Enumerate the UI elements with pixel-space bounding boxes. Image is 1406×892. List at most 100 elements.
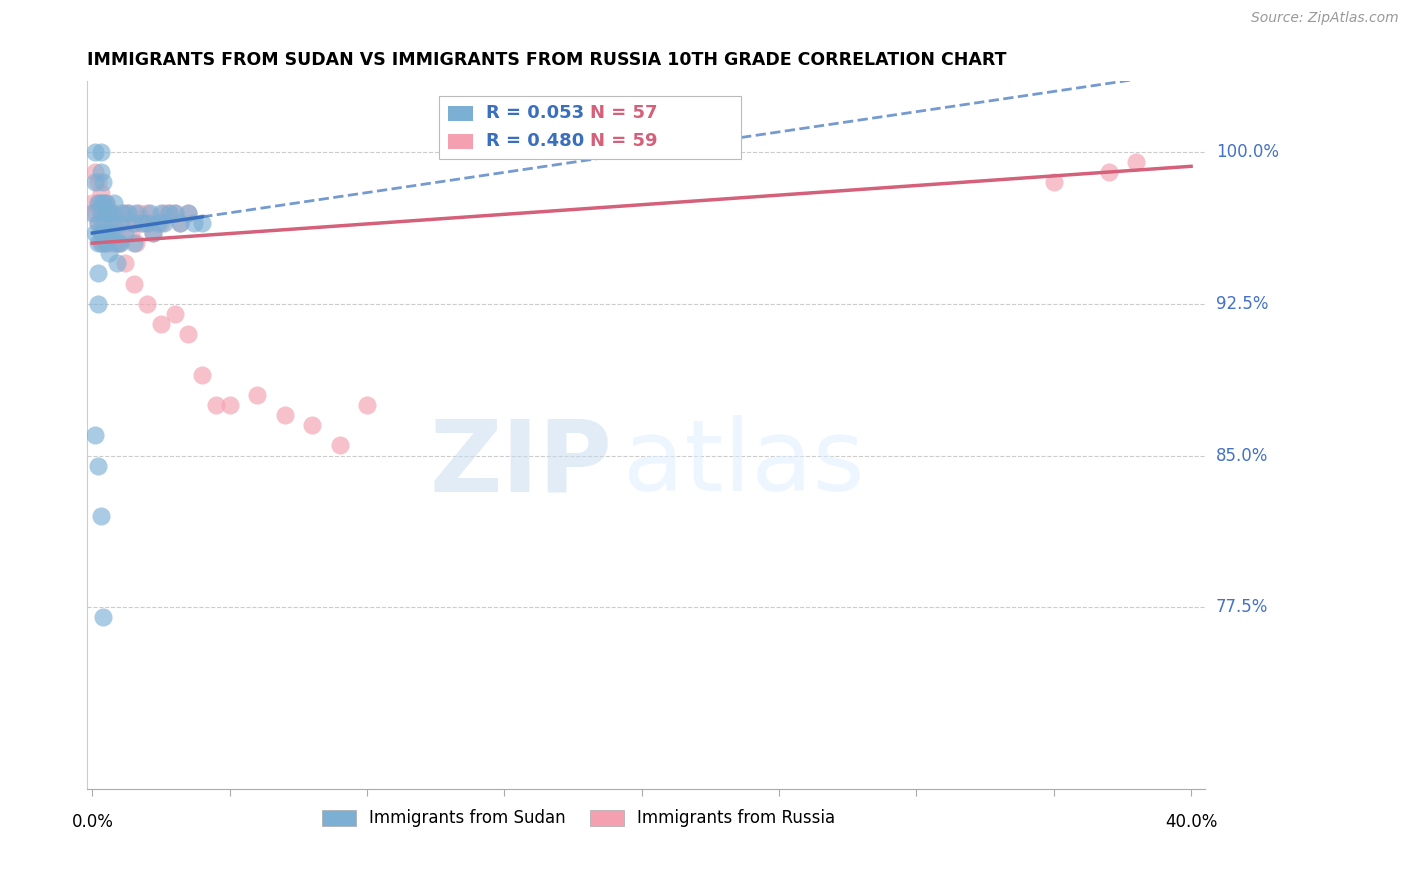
Point	[139, 206, 162, 220]
Text: 85.0%: 85.0%	[1216, 447, 1268, 465]
Point	[97, 206, 120, 220]
Point	[87, 176, 110, 190]
Point	[87, 458, 110, 473]
Point	[90, 165, 112, 179]
Point	[177, 206, 200, 220]
Point	[114, 216, 136, 230]
Point	[183, 216, 205, 230]
Point	[100, 236, 122, 251]
Point	[84, 165, 107, 179]
Point	[97, 226, 120, 240]
Point	[163, 206, 186, 220]
Point	[356, 398, 378, 412]
Point	[1098, 165, 1121, 179]
Point	[103, 216, 125, 230]
Point	[94, 236, 117, 251]
Point	[108, 216, 131, 230]
Point	[114, 226, 136, 240]
Text: 0.0%: 0.0%	[72, 814, 114, 831]
Point	[157, 206, 180, 220]
Point	[105, 236, 128, 251]
Text: 40.0%: 40.0%	[1166, 814, 1218, 831]
Point	[105, 216, 128, 230]
Point	[142, 226, 165, 240]
Point	[91, 236, 114, 251]
Text: 77.5%: 77.5%	[1216, 599, 1268, 616]
Point	[191, 216, 214, 230]
Point	[91, 610, 114, 624]
Text: 100.0%: 100.0%	[1216, 143, 1279, 161]
Point	[122, 277, 145, 291]
Point	[105, 236, 128, 251]
Point	[87, 267, 110, 281]
Point	[163, 307, 186, 321]
Point	[94, 236, 117, 251]
Point	[84, 176, 107, 190]
Text: 92.5%: 92.5%	[1216, 295, 1268, 313]
Point	[84, 226, 107, 240]
Point	[87, 195, 110, 210]
Point	[100, 216, 122, 230]
Point	[82, 195, 104, 210]
Point	[136, 216, 159, 230]
Point	[105, 256, 128, 270]
Point	[97, 206, 120, 220]
Point	[150, 206, 173, 220]
Point	[94, 195, 117, 210]
Point	[90, 236, 112, 251]
Point	[122, 216, 145, 230]
Point	[90, 145, 112, 160]
Point	[1125, 155, 1147, 169]
Point	[108, 236, 131, 251]
Point	[246, 388, 269, 402]
Point	[100, 226, 122, 240]
Point	[82, 206, 104, 220]
Legend: Immigrants from Sudan, Immigrants from Russia: Immigrants from Sudan, Immigrants from R…	[315, 803, 842, 834]
Point	[152, 206, 174, 220]
Point	[177, 206, 200, 220]
Point	[90, 226, 112, 240]
Point	[108, 236, 131, 251]
Point	[84, 206, 107, 220]
Point	[91, 195, 114, 210]
Point	[94, 206, 117, 220]
Point	[117, 206, 139, 220]
Text: N = 57: N = 57	[591, 104, 658, 122]
Text: Source: ZipAtlas.com: Source: ZipAtlas.com	[1251, 11, 1399, 25]
Text: N = 59: N = 59	[591, 132, 658, 151]
Point	[90, 206, 112, 220]
Point	[122, 216, 145, 230]
Point	[87, 297, 110, 311]
Point	[87, 216, 110, 230]
Point	[128, 206, 150, 220]
Point	[87, 216, 110, 230]
Point	[84, 145, 107, 160]
Point	[90, 195, 112, 210]
Point	[136, 206, 159, 220]
FancyBboxPatch shape	[449, 105, 472, 121]
Point	[91, 176, 114, 190]
Point	[84, 428, 107, 442]
Point	[150, 317, 173, 331]
Point	[157, 206, 180, 220]
Point	[103, 226, 125, 240]
Point	[94, 195, 117, 210]
Point	[111, 206, 134, 220]
Point	[90, 206, 112, 220]
Text: R = 0.480: R = 0.480	[486, 132, 585, 151]
Point	[97, 246, 120, 260]
Point	[136, 297, 159, 311]
Point	[163, 206, 186, 220]
Point	[91, 226, 114, 240]
Point	[169, 216, 191, 230]
Point	[120, 226, 142, 240]
Point	[90, 509, 112, 524]
Point	[114, 256, 136, 270]
Point	[152, 216, 174, 230]
Text: atlas: atlas	[623, 415, 865, 512]
Point	[103, 206, 125, 220]
Point	[205, 398, 228, 412]
Point	[169, 216, 191, 230]
Point	[91, 195, 114, 210]
Point	[273, 408, 295, 422]
